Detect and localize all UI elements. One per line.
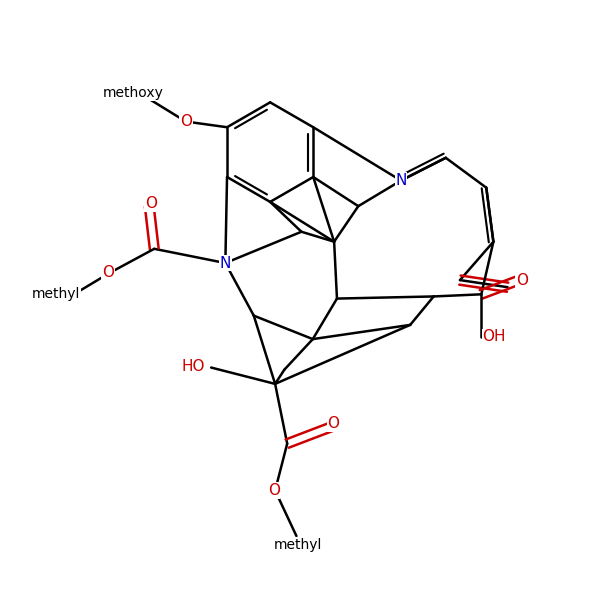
Text: O: O — [102, 265, 114, 280]
Text: O: O — [180, 114, 192, 129]
Text: methyl: methyl — [32, 287, 80, 301]
Text: methyl: methyl — [274, 538, 322, 551]
Text: HO: HO — [182, 359, 205, 374]
Text: methoxy: methoxy — [103, 86, 164, 100]
Text: N: N — [395, 173, 407, 188]
Text: OH: OH — [482, 329, 506, 344]
Text: O: O — [145, 196, 157, 211]
Text: O: O — [328, 416, 340, 431]
Text: N: N — [220, 256, 231, 271]
Text: O: O — [268, 483, 280, 498]
Text: O: O — [516, 272, 528, 287]
